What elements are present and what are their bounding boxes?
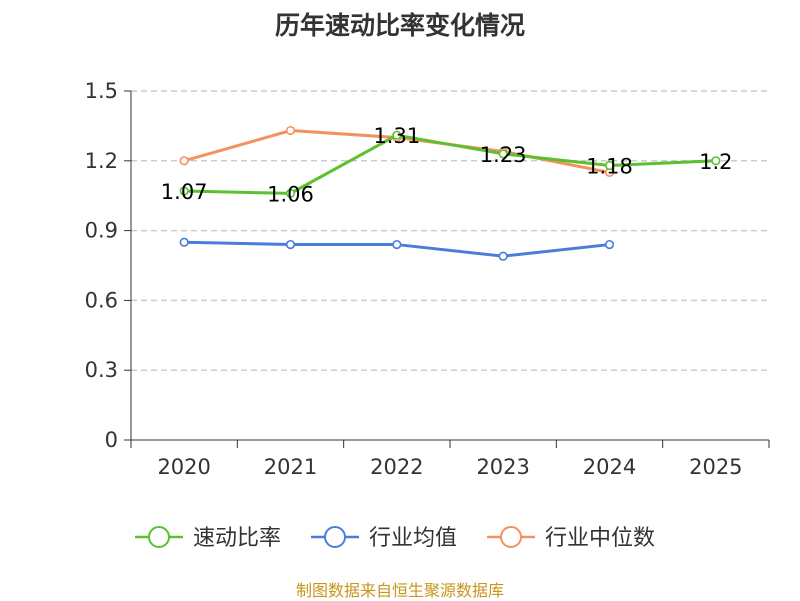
data-point	[711, 156, 721, 166]
legend: 速动比率 行业均值 行业中位数	[135, 526, 655, 551]
data-point	[285, 239, 296, 250]
data-label: 1.2	[699, 150, 732, 174]
y-tick-label: 0	[105, 428, 118, 452]
y-tick-label: 0.3	[85, 358, 118, 382]
gridlines	[131, 90, 769, 371]
data-point	[285, 125, 296, 136]
data-labels: 1.07 1.06 1.31 1.23 1.18 1.2	[161, 124, 733, 206]
x-tick-label: 2021	[264, 455, 317, 479]
series-lines	[179, 125, 721, 261]
data-label: 1.06	[267, 182, 314, 206]
legend-swatch-marker	[500, 526, 522, 548]
data-point	[179, 156, 189, 166]
legend-label: 速动比率	[193, 526, 281, 551]
data-point	[392, 239, 402, 250]
data-point	[179, 237, 189, 247]
series-line	[184, 133, 716, 195]
x-tick-label: 2025	[689, 455, 742, 479]
data-point	[604, 239, 615, 250]
legend-swatch-marker	[148, 526, 170, 548]
x-tick-label: 2024	[583, 455, 636, 479]
data-point	[285, 188, 296, 198]
data-point	[604, 160, 615, 171]
legend-label: 行业中位数	[545, 526, 655, 551]
x-tick-label: 2020	[157, 455, 210, 479]
data-label: 1.18	[586, 154, 633, 178]
y-tick-label: 0.6	[85, 288, 118, 312]
x-tick-label: 2023	[476, 455, 529, 479]
legend-label: 行业均值	[369, 526, 457, 551]
legend-swatch-marker	[324, 526, 346, 548]
data-label: 1.23	[480, 143, 527, 167]
data-label: 1.31	[373, 124, 420, 148]
axes: 0 0.3 0.6 0.9 1.2 1.5 2020 2021 2022 2023 2024 2025	[85, 79, 770, 479]
data-point	[498, 251, 508, 261]
data-point	[392, 130, 402, 140]
y-tick-label: 1.2	[85, 149, 118, 173]
source-note: 制图数据来自恒生聚源数据库	[295, 581, 504, 600]
chart-title: 历年速动比率变化情况	[274, 11, 525, 40]
data-point	[179, 186, 189, 196]
data-label: 1.07	[161, 180, 208, 204]
y-tick-label: 1.5	[85, 79, 118, 103]
x-tick-label: 2022	[370, 455, 423, 479]
data-point	[498, 149, 508, 159]
y-tick-label: 0.9	[85, 219, 118, 243]
